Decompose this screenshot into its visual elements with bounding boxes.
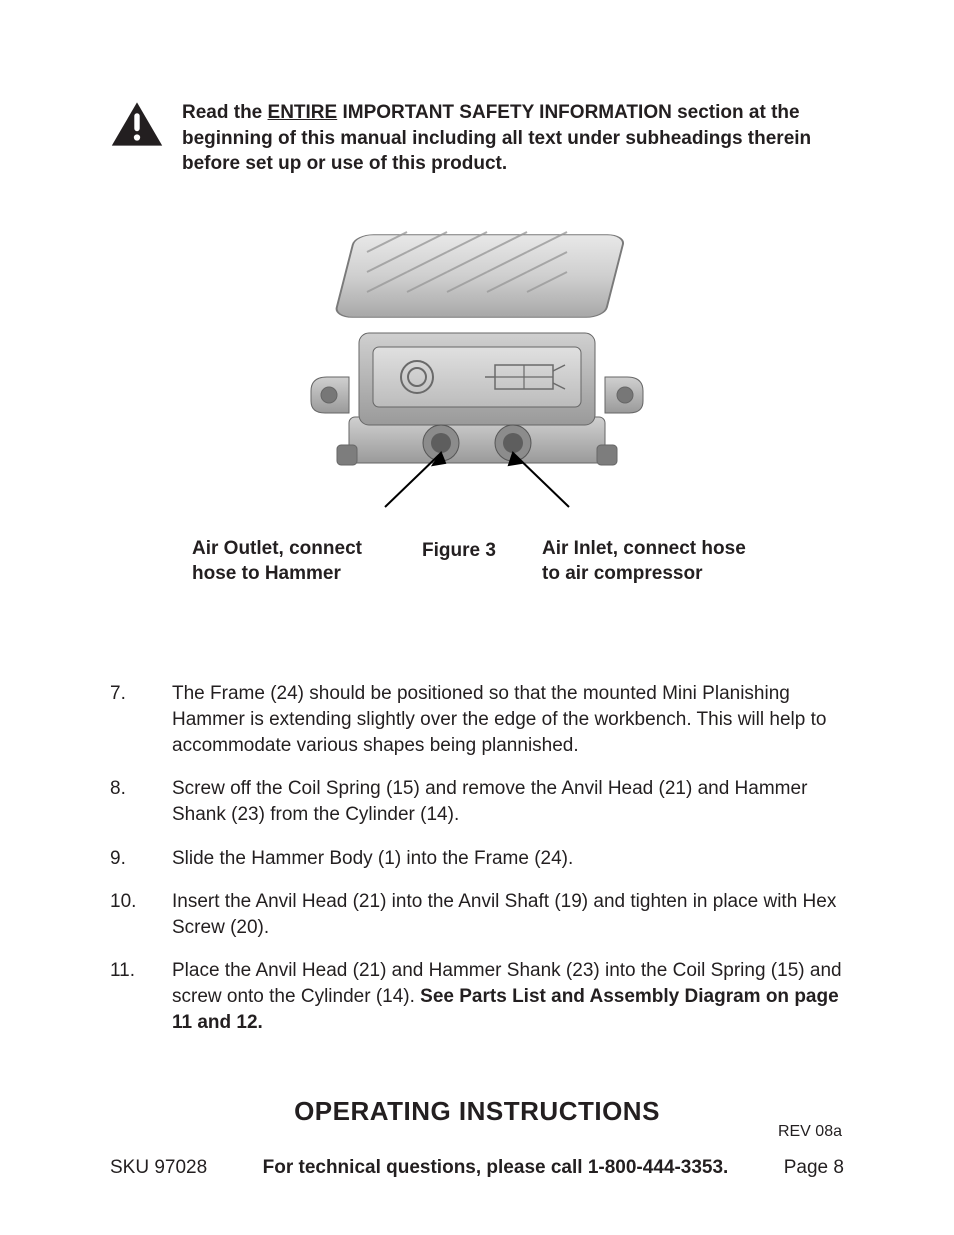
footer-sku: SKU 97028	[110, 1157, 207, 1179]
warning-icon	[110, 100, 164, 148]
figure-caption-left: Air Outlet, connect hose to Hammer	[192, 537, 392, 586]
list-item: 8. Screw off the Coil Spring (15) and re…	[110, 776, 844, 827]
figure-caption-right: Air Inlet, connect hose to air compresso…	[542, 537, 762, 586]
revision-label: REV 08a	[778, 1123, 842, 1141]
list-item: 7. The Frame (24) should be positioned s…	[110, 681, 844, 758]
figure-3: Air Outlet, connect hose to Hammer Figur…	[110, 207, 844, 586]
list-item: 10. Insert the Anvil Head (21) into the …	[110, 889, 844, 940]
instruction-list: 7. The Frame (24) should be positioned s…	[110, 681, 844, 1035]
list-item: 11. Place the Anvil Head (21) and Hammer…	[110, 958, 844, 1035]
safety-warning: Read the ENTIRE IMPORTANT SAFETY INFORMA…	[182, 100, 844, 177]
footer-phone: For technical questions, please call 1-8…	[263, 1157, 729, 1179]
list-item: 9. Slide the Hammer Body (1) into the Fr…	[110, 846, 844, 872]
footer-page: Page 8	[784, 1157, 844, 1179]
figure-caption-mid: Figure 3	[422, 537, 512, 586]
